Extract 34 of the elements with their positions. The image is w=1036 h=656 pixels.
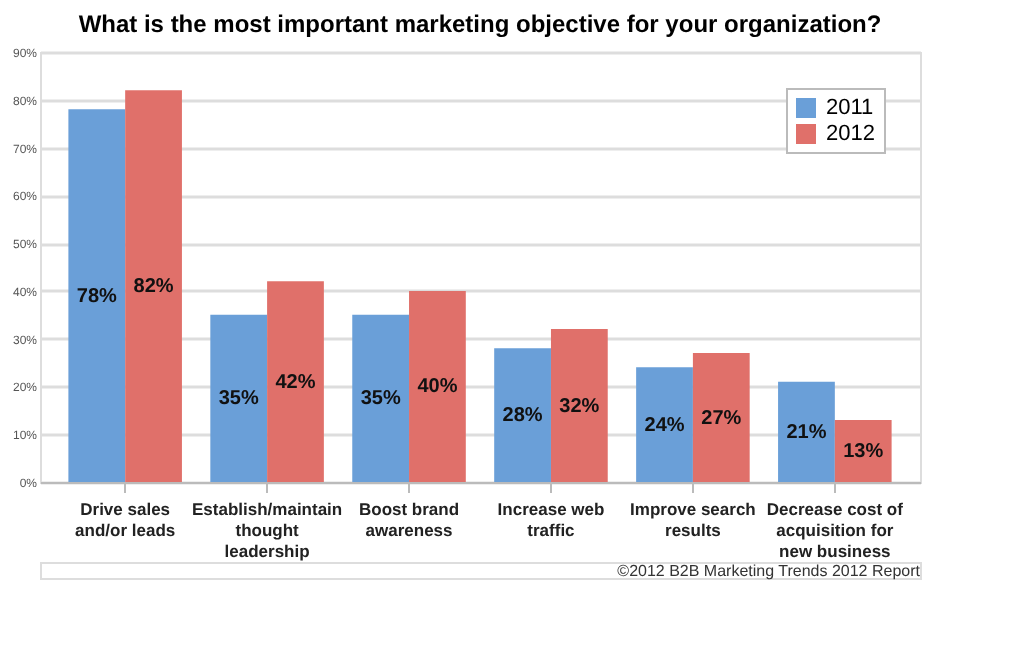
x-tick-label: Drive sales and/or leads <box>75 499 176 540</box>
data-label: 28% <box>502 405 543 428</box>
bar <box>210 314 268 482</box>
data-label: 35% <box>360 388 401 411</box>
legend-label: 2012 <box>826 122 875 146</box>
bar <box>692 353 750 482</box>
data-label: 21% <box>786 421 827 444</box>
x-tick-label: Establish/maintain thought leadership <box>191 499 343 561</box>
bar <box>636 367 693 482</box>
bar <box>267 281 324 482</box>
data-label: 13% <box>843 440 884 463</box>
x-tick-label: Boost brand awareness <box>358 499 460 540</box>
data-label: 42% <box>275 371 316 394</box>
data-label: 40% <box>417 376 458 399</box>
data-label: 82% <box>133 276 174 299</box>
x-tick-label: Decrease cost of acquisition for new business <box>766 499 904 561</box>
legend-label: 2011 <box>826 96 874 120</box>
bar <box>125 90 182 482</box>
text: ©2012 B2B Marketing Trends 2012 Report <box>617 562 922 580</box>
data-label: 78% <box>76 285 117 308</box>
bar <box>550 329 608 482</box>
bar <box>834 419 892 482</box>
bar <box>778 381 835 482</box>
x-tick-label: Increase web traffic <box>497 499 605 540</box>
chart-title: What is the most important marketing objective for your organization? <box>78 10 882 38</box>
data-label: 24% <box>644 414 685 437</box>
data-label: 32% <box>559 395 600 418</box>
bar <box>409 290 466 482</box>
data-label: 35% <box>218 388 259 411</box>
bar <box>352 314 410 482</box>
bar <box>68 109 126 482</box>
bar <box>494 348 551 482</box>
x-tick-label: Improve search results <box>630 499 756 540</box>
data-label: 27% <box>701 407 742 430</box>
